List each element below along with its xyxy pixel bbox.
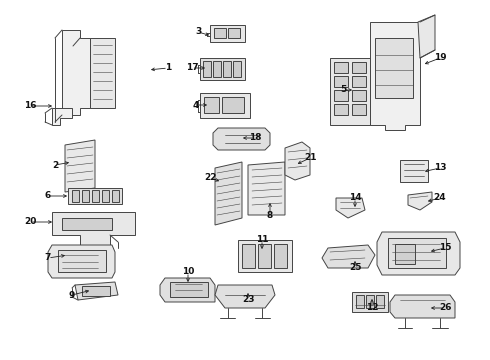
Bar — [395, 244, 415, 264]
Text: 23: 23 — [242, 296, 254, 305]
Polygon shape — [418, 15, 435, 58]
Bar — [352, 62, 366, 73]
Polygon shape — [336, 198, 365, 218]
Bar — [376, 295, 384, 308]
Text: 4: 4 — [193, 100, 199, 109]
Polygon shape — [52, 108, 72, 125]
Bar — [258, 244, 271, 268]
Text: 20: 20 — [24, 217, 36, 226]
Text: 17: 17 — [186, 63, 198, 72]
Polygon shape — [285, 142, 310, 180]
Polygon shape — [215, 285, 275, 308]
Text: 6: 6 — [45, 192, 51, 201]
Bar — [334, 76, 348, 87]
Text: 1: 1 — [165, 63, 171, 72]
Polygon shape — [215, 162, 242, 225]
Text: 24: 24 — [434, 194, 446, 202]
Text: 7: 7 — [45, 253, 51, 262]
Text: 5: 5 — [340, 85, 346, 94]
Text: 10: 10 — [182, 267, 194, 276]
Bar — [62, 218, 112, 230]
Text: 15: 15 — [439, 243, 451, 252]
Bar — [112, 190, 119, 202]
Polygon shape — [75, 282, 118, 300]
Polygon shape — [200, 93, 250, 118]
Text: 19: 19 — [434, 54, 446, 63]
Polygon shape — [200, 58, 245, 80]
Bar — [388, 238, 446, 268]
Text: 2: 2 — [52, 161, 58, 170]
Polygon shape — [238, 240, 292, 272]
Bar — [366, 295, 374, 308]
Text: 8: 8 — [267, 211, 273, 220]
Polygon shape — [68, 188, 122, 204]
Bar — [82, 190, 89, 202]
Polygon shape — [400, 160, 428, 182]
Bar — [223, 61, 231, 77]
Polygon shape — [330, 58, 370, 125]
Bar — [204, 97, 219, 113]
Polygon shape — [352, 292, 388, 312]
Polygon shape — [213, 128, 270, 150]
Bar — [356, 295, 364, 308]
Polygon shape — [62, 30, 90, 115]
Text: 16: 16 — [24, 102, 36, 111]
Bar — [72, 190, 79, 202]
Polygon shape — [65, 140, 95, 192]
Bar — [233, 61, 241, 77]
Polygon shape — [90, 38, 115, 108]
Text: 13: 13 — [434, 163, 446, 172]
Text: 25: 25 — [349, 264, 361, 273]
Polygon shape — [210, 25, 245, 42]
Polygon shape — [160, 278, 215, 302]
Polygon shape — [370, 22, 420, 130]
Text: 11: 11 — [256, 235, 268, 244]
Bar — [228, 28, 240, 38]
Polygon shape — [52, 212, 135, 245]
Bar — [213, 61, 221, 77]
Polygon shape — [48, 245, 115, 278]
Bar — [214, 28, 226, 38]
Bar — [352, 104, 366, 115]
Text: 12: 12 — [366, 303, 378, 312]
Text: 21: 21 — [304, 153, 316, 162]
Polygon shape — [322, 245, 375, 268]
Text: 22: 22 — [204, 174, 216, 183]
Bar — [203, 61, 211, 77]
Bar — [334, 104, 348, 115]
Bar — [222, 97, 244, 113]
Text: 3: 3 — [195, 27, 201, 36]
Bar — [82, 286, 110, 296]
Bar — [242, 244, 255, 268]
Polygon shape — [377, 232, 460, 275]
Bar — [352, 76, 366, 87]
Bar — [352, 90, 366, 101]
Polygon shape — [248, 162, 285, 215]
Bar — [334, 90, 348, 101]
Bar — [58, 250, 106, 272]
Text: 14: 14 — [349, 194, 361, 202]
Text: 9: 9 — [69, 291, 75, 300]
Bar — [170, 282, 208, 297]
Bar — [92, 190, 99, 202]
Bar — [334, 62, 348, 73]
Polygon shape — [408, 192, 432, 210]
Bar — [274, 244, 287, 268]
Text: 18: 18 — [249, 134, 261, 143]
Text: 26: 26 — [439, 303, 451, 312]
Polygon shape — [390, 295, 455, 318]
Bar — [375, 38, 413, 98]
Bar — [102, 190, 109, 202]
